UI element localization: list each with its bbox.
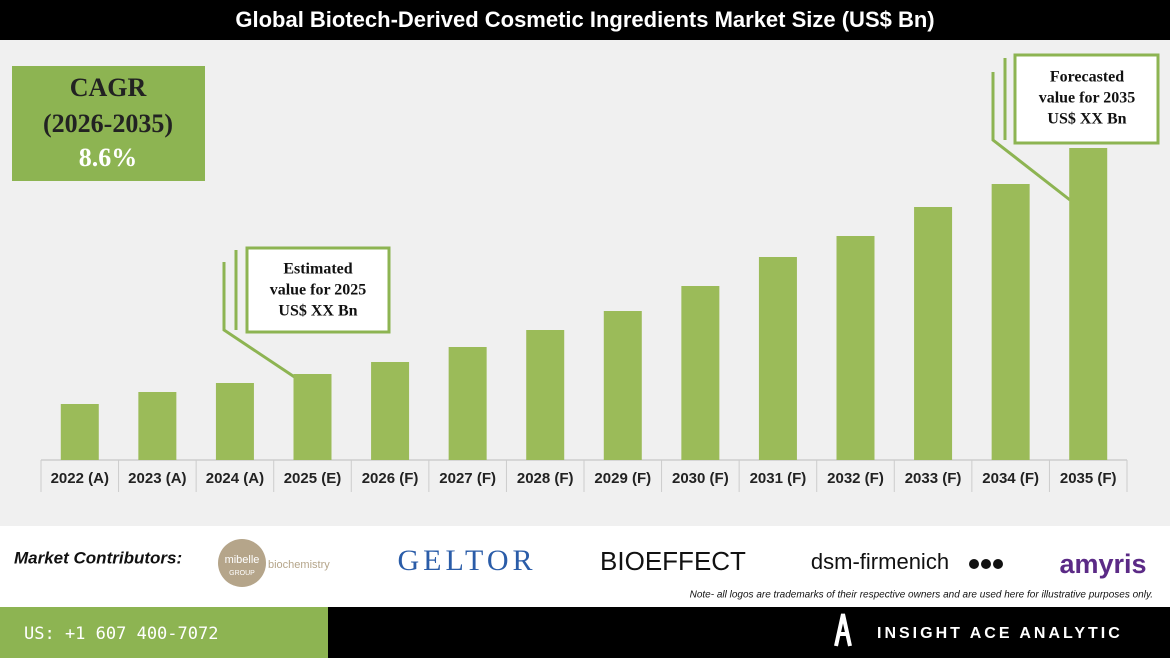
bar	[914, 207, 953, 460]
bar	[526, 330, 565, 460]
x-tick-label: 2034 (F)	[982, 470, 1039, 487]
annotation-text: value for 2035	[1039, 90, 1136, 107]
brand: INSIGHT ACE ANALYTIC	[877, 625, 1123, 642]
phone: US: +1 607 400-7072	[24, 624, 218, 644]
bar	[836, 236, 875, 460]
bar	[603, 311, 642, 460]
annotation-text: Estimated	[283, 261, 352, 278]
contributors-title: Market Contributors:	[14, 548, 182, 567]
x-tick-label: 2023 (A)	[128, 470, 186, 487]
annotation-text: US$ XX Bn	[278, 303, 357, 320]
cagr-period: (2026-2035)	[43, 109, 173, 138]
dsm-dots	[969, 559, 1003, 569]
phone-bar	[0, 607, 328, 658]
annotation-text: value for 2025	[270, 282, 367, 299]
callout-connectors	[222, 53, 1160, 380]
bar	[371, 362, 410, 460]
cagr-value: 8.6%	[79, 143, 138, 172]
x-tick-label: 2028 (F)	[517, 470, 574, 487]
x-tick-label: 2024 (A)	[206, 470, 264, 487]
x-tick-label: 2022 (A)	[51, 470, 109, 487]
logo-text: GROUP	[229, 570, 255, 577]
bar	[758, 257, 797, 460]
title-bar	[0, 0, 1170, 40]
brand-bar	[328, 607, 1170, 658]
logo-text: biochemistry	[268, 559, 330, 571]
bar	[448, 347, 487, 460]
logo-text: amyris	[1059, 549, 1146, 579]
cagr-box	[12, 66, 205, 181]
logo-text: GELTOR	[397, 544, 536, 577]
logo-text: dsm-firmenich	[811, 549, 949, 574]
bar	[60, 404, 99, 460]
note: Note- all logos are trademarks of their …	[690, 590, 1153, 601]
x-tick-label: 2035 (F)	[1060, 470, 1117, 487]
cagr-label: CAGR	[70, 73, 147, 102]
mibelle-logo-circle	[218, 539, 266, 587]
annotation-text: US$ XX Bn	[1047, 111, 1126, 128]
x-tick-label: 2032 (F)	[827, 470, 884, 487]
bar	[138, 392, 177, 460]
x-tick-label: 2031 (F)	[750, 470, 807, 487]
brand-icon	[834, 613, 852, 647]
x-tick-label: 2026 (F)	[362, 470, 419, 487]
bar	[215, 383, 254, 460]
x-tick-label: 2027 (F)	[439, 470, 496, 487]
logo-text: mibelle	[225, 554, 260, 566]
x-tick-label: 2030 (F)	[672, 470, 729, 487]
bar	[681, 286, 720, 460]
x-tick-label: 2029 (F)	[594, 470, 651, 487]
bar	[293, 374, 332, 460]
x-tick-label: 2033 (F)	[905, 470, 962, 487]
logo-text: BIOEFFECT	[600, 546, 746, 576]
annotation-text: Forecasted	[1050, 69, 1124, 86]
x-tick-label: 2025 (E)	[284, 470, 342, 487]
bar	[1069, 148, 1108, 460]
chart-title: Global Biotech-Derived Cosmetic Ingredie…	[235, 7, 934, 32]
bar	[991, 184, 1030, 460]
